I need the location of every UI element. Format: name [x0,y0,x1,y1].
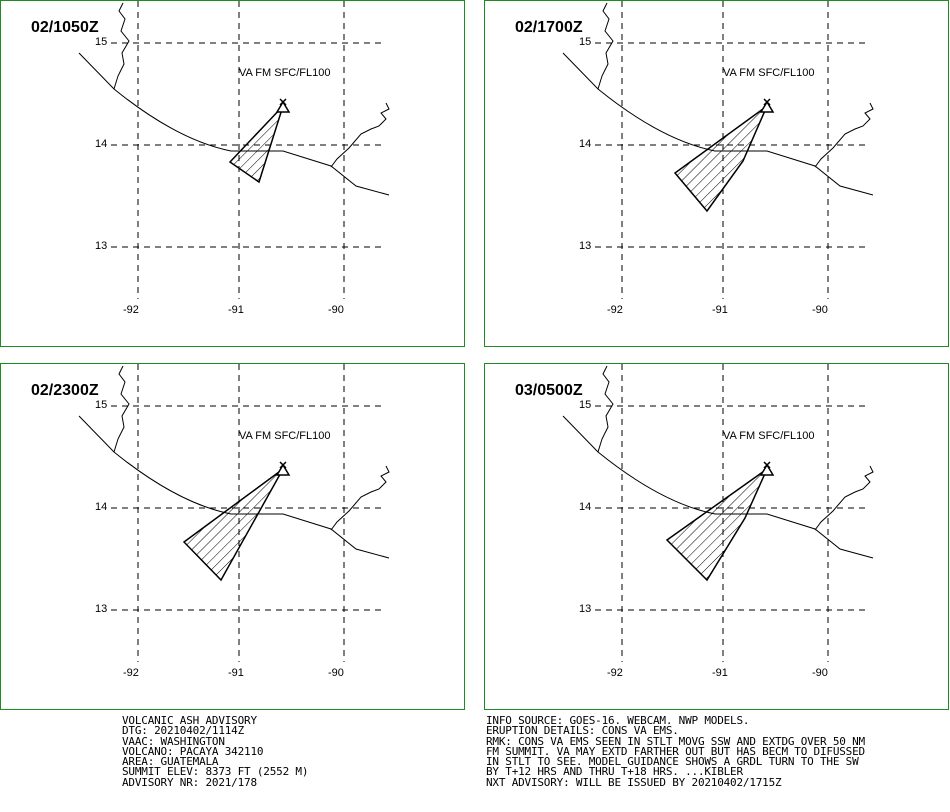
lat-label-14: 14 [579,501,592,513]
advisory-details: VOLCANIC ASH ADVISORY DTG: 20210402/1114… [122,714,309,789]
ash-level-label: VA FM SFC/FL100 [239,67,331,79]
forecast-panel-0500z: 03/0500Z VA FM SFC/FL100 15 14 13 -92 -9… [484,363,949,710]
lon-label-92: -92 [607,304,623,316]
advisory-line: VAAC: WASHINGTON [122,734,225,748]
panel-time: 02/1050Z [31,19,99,36]
volcano-icon [275,98,291,113]
coastline [78,2,390,196]
panel-time: 03/0500Z [515,382,583,399]
forecast-panel-1050z: 02/1050Z VA FM SFC/FL100 15 14 13 -92 -9… [0,0,465,347]
coastline [78,365,390,559]
remark-line: ERUPTION DETAILS: CONS VA EMS. [486,724,679,738]
lat-label-14: 14 [579,138,592,150]
lon-label-92: -92 [123,667,139,679]
coastline [562,2,874,196]
remark-line: BY T+12 HRS AND THRU T+18 HRS. ...KIBLER [486,765,743,779]
lat-label-13: 13 [95,240,108,252]
lat-label-13: 13 [579,603,592,615]
lat-label-13: 13 [579,240,592,252]
panel-time: 02/2300Z [31,382,99,399]
lon-label-91: -91 [712,304,728,316]
lat-label-15: 15 [95,36,108,48]
lat-label-14: 14 [95,138,108,150]
ash-polygon [182,468,284,582]
lat-label-15: 15 [579,36,592,48]
advisory-line: AREA: GUATEMALA [122,755,219,769]
ash-level-label: VA FM SFC/FL100 [239,430,331,442]
volcano-icon [275,461,291,476]
remark-line: IN STLT TO SEE. MODEL GUIDANCE SHOWS A G… [486,755,859,769]
volcano-icon [759,98,775,113]
ash-polygon [665,466,769,582]
ash-polygon [228,105,284,184]
map-svg [562,364,874,662]
advisory-line: VOLCANIC ASH ADVISORY [122,714,257,727]
lon-label-90: -90 [328,304,344,316]
map-svg [78,1,390,299]
advisory-remarks: INFO SOURCE: GOES-16. WEBCAM. NWP MODELS… [486,714,865,789]
advisory-line: VOLCANO: PACAYA 342110 [122,744,264,758]
lon-label-91: -91 [228,667,244,679]
lon-label-90: -90 [328,667,344,679]
remark-line: RMK: CONS VA EMS SEEN IN STLT MOVG SSW A… [486,734,865,748]
ash-polygon [673,103,769,213]
advisory-line: ADVISORY NR: 2021/178 [122,775,257,789]
lon-label-92: -92 [607,667,623,679]
remark-line: FM SUMMIT. VA MAY EXTD FARTHER OUT BUT H… [486,744,865,758]
coastline [562,365,874,559]
map-svg [78,364,390,662]
forecast-panel-2300z: 02/2300Z VA FM SFC/FL100 15 14 13 -92 -9… [0,363,465,710]
lat-label-15: 15 [579,399,592,411]
ash-level-label: VA FM SFC/FL100 [723,67,815,79]
forecast-panel-1700z: 02/1700Z VA FM SFC/FL100 15 14 13 -92 -9… [484,0,949,347]
remark-line: NXT ADVISORY: WILL BE ISSUED BY 20210402… [486,775,782,789]
ash-level-label: VA FM SFC/FL100 [723,430,815,442]
lat-label-15: 15 [95,399,108,411]
panel-time: 02/1700Z [515,19,583,36]
lat-label-13: 13 [95,603,108,615]
lon-label-90: -90 [812,304,828,316]
lon-label-91: -91 [712,667,728,679]
map-svg [562,1,874,299]
volcano-icon [759,461,775,476]
advisory-line: DTG: 20210402/1114Z [122,724,245,738]
lon-label-90: -90 [812,667,828,679]
remark-line: INFO SOURCE: GOES-16. WEBCAM. NWP MODELS… [486,714,750,727]
lon-label-92: -92 [123,304,139,316]
lat-label-14: 14 [95,501,108,513]
advisory-line: SUMMIT ELEV: 8373 FT (2552 M) [122,765,309,779]
lon-label-91: -91 [228,304,244,316]
